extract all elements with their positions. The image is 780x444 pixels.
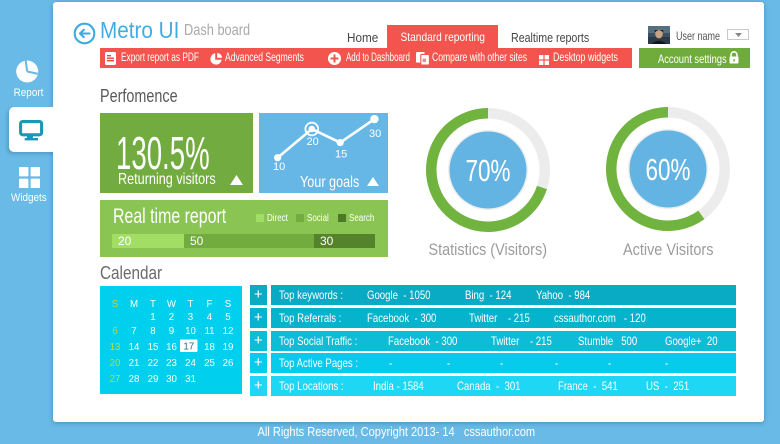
svg-text:16: 16 bbox=[166, 342, 177, 353]
svg-text:24: 24 bbox=[185, 358, 196, 369]
svg-text:4: 4 bbox=[207, 312, 213, 323]
svg-text:23: 23 bbox=[166, 358, 177, 369]
svg-text:9: 9 bbox=[169, 326, 174, 337]
svg-text:19: 19 bbox=[223, 342, 234, 353]
svg-text:31: 31 bbox=[185, 374, 196, 385]
svg-text:27: 27 bbox=[110, 374, 121, 385]
svg-text:20: 20 bbox=[307, 136, 319, 148]
svg-text:5: 5 bbox=[225, 312, 230, 323]
svg-text:25: 25 bbox=[204, 358, 215, 369]
svg-text:70%: 70% bbox=[466, 153, 511, 188]
svg-text:M: M bbox=[130, 299, 138, 310]
svg-text:28: 28 bbox=[129, 374, 140, 385]
svg-text:2: 2 bbox=[169, 312, 174, 323]
svg-text:20: 20 bbox=[110, 358, 121, 369]
svg-text:18: 18 bbox=[204, 342, 215, 353]
svg-text:30: 30 bbox=[166, 374, 177, 385]
svg-text:26: 26 bbox=[223, 358, 234, 369]
svg-text:6: 6 bbox=[112, 326, 117, 337]
svg-text:12: 12 bbox=[223, 326, 234, 337]
svg-text:21: 21 bbox=[129, 358, 140, 369]
svg-text:11: 11 bbox=[204, 326, 214, 337]
svg-text:29: 29 bbox=[148, 374, 159, 385]
svg-text:22: 22 bbox=[148, 358, 159, 369]
svg-text:1: 1 bbox=[150, 312, 155, 323]
svg-text:3: 3 bbox=[188, 312, 193, 323]
svg-text:15: 15 bbox=[335, 149, 347, 161]
svg-text:W: W bbox=[167, 299, 177, 310]
svg-text:60%: 60% bbox=[646, 152, 691, 187]
svg-text:10: 10 bbox=[273, 161, 285, 173]
svg-text:10: 10 bbox=[185, 326, 196, 337]
svg-text:30: 30 bbox=[369, 128, 381, 140]
svg-text:17: 17 bbox=[183, 342, 194, 353]
svg-text:T: T bbox=[188, 299, 194, 310]
svg-text:15: 15 bbox=[148, 342, 159, 353]
svg-text:F: F bbox=[207, 299, 213, 310]
svg-text:7: 7 bbox=[131, 326, 136, 337]
svg-text:8: 8 bbox=[150, 326, 155, 337]
svg-text:S: S bbox=[225, 299, 232, 310]
svg-text:S: S bbox=[112, 299, 119, 310]
svg-text:T: T bbox=[150, 299, 156, 310]
svg-text:13: 13 bbox=[110, 342, 121, 353]
svg-text:14: 14 bbox=[129, 342, 140, 353]
